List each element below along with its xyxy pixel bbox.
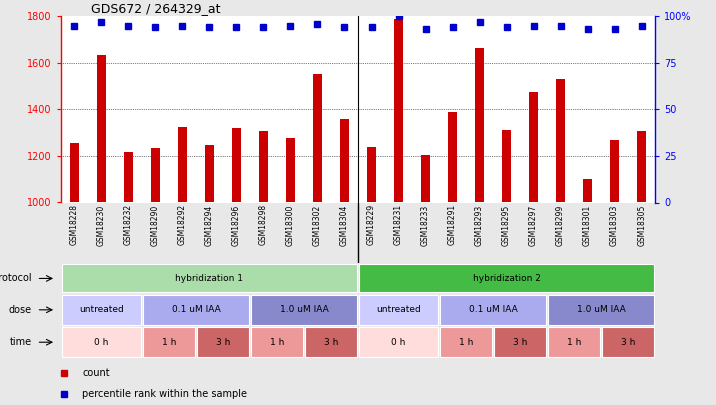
- Bar: [340, 119, 349, 202]
- Bar: [258, 132, 268, 202]
- Bar: [367, 147, 376, 202]
- Text: GSM18231: GSM18231: [394, 204, 403, 245]
- Bar: [556, 79, 566, 202]
- Text: hybridization 1: hybridization 1: [175, 274, 243, 283]
- Bar: [69, 143, 79, 202]
- Text: 1 h: 1 h: [567, 338, 581, 347]
- Bar: [394, 19, 403, 202]
- Text: hybridization 2: hybridization 2: [473, 274, 541, 283]
- Text: GSM18229: GSM18229: [367, 204, 376, 245]
- Text: 1.0 uM IAA: 1.0 uM IAA: [577, 305, 626, 314]
- Bar: [529, 92, 538, 202]
- Text: GSM18230: GSM18230: [97, 204, 106, 245]
- Text: time: time: [9, 337, 32, 347]
- Text: 0.1 uM IAA: 0.1 uM IAA: [172, 305, 221, 314]
- Text: GSM18296: GSM18296: [232, 204, 241, 245]
- Bar: [610, 140, 619, 202]
- Text: GSM18293: GSM18293: [475, 204, 484, 245]
- Bar: [142, 327, 195, 357]
- Text: GSM18291: GSM18291: [448, 204, 457, 245]
- Text: 3 h: 3 h: [621, 338, 635, 347]
- Text: 0 h: 0 h: [392, 338, 406, 347]
- Bar: [124, 152, 133, 202]
- Bar: [359, 264, 654, 292]
- Text: GSM18290: GSM18290: [151, 204, 160, 245]
- Text: GSM18295: GSM18295: [502, 204, 511, 245]
- Bar: [548, 295, 654, 325]
- Bar: [421, 155, 430, 202]
- Text: GSM18228: GSM18228: [70, 204, 79, 245]
- Bar: [637, 132, 647, 202]
- Text: GSM18294: GSM18294: [205, 204, 214, 245]
- Bar: [448, 112, 458, 202]
- Bar: [305, 327, 357, 357]
- Text: count: count: [82, 368, 110, 378]
- Bar: [286, 139, 295, 202]
- Text: GSM18233: GSM18233: [421, 204, 430, 245]
- Text: GSM18303: GSM18303: [610, 204, 619, 246]
- Bar: [475, 48, 484, 202]
- Text: 3 h: 3 h: [324, 338, 338, 347]
- Bar: [150, 148, 160, 202]
- Bar: [251, 327, 303, 357]
- Text: 0 h: 0 h: [95, 338, 109, 347]
- Text: untreated: untreated: [376, 305, 421, 314]
- Bar: [251, 295, 357, 325]
- Text: percentile rank within the sample: percentile rank within the sample: [82, 389, 247, 399]
- Text: GSM18302: GSM18302: [313, 204, 322, 245]
- Text: 0.1 uM IAA: 0.1 uM IAA: [469, 305, 518, 314]
- Bar: [197, 327, 249, 357]
- Text: 3 h: 3 h: [513, 338, 527, 347]
- Text: GSM18304: GSM18304: [340, 204, 349, 246]
- Text: untreated: untreated: [79, 305, 124, 314]
- Text: GSM18299: GSM18299: [556, 204, 565, 245]
- Text: GSM18297: GSM18297: [529, 204, 538, 245]
- Bar: [232, 128, 241, 202]
- Text: GSM18300: GSM18300: [286, 204, 295, 246]
- Bar: [583, 179, 592, 202]
- Bar: [359, 327, 438, 357]
- Bar: [440, 295, 546, 325]
- Bar: [62, 295, 141, 325]
- Bar: [440, 327, 493, 357]
- Text: GDS672 / 264329_at: GDS672 / 264329_at: [91, 2, 220, 15]
- Text: dose: dose: [9, 305, 32, 315]
- Bar: [359, 295, 438, 325]
- Text: GSM18301: GSM18301: [583, 204, 592, 245]
- Text: 3 h: 3 h: [216, 338, 230, 347]
- Bar: [62, 327, 141, 357]
- Bar: [97, 55, 106, 202]
- Text: GSM18232: GSM18232: [124, 204, 133, 245]
- Text: protocol: protocol: [0, 273, 32, 283]
- Text: GSM18305: GSM18305: [637, 204, 646, 246]
- Bar: [313, 75, 322, 202]
- Bar: [548, 327, 600, 357]
- Text: GSM18298: GSM18298: [259, 204, 268, 245]
- Text: 1 h: 1 h: [162, 338, 176, 347]
- Text: 1.0 uM IAA: 1.0 uM IAA: [280, 305, 329, 314]
- Bar: [142, 295, 249, 325]
- Text: 1 h: 1 h: [270, 338, 284, 347]
- Bar: [602, 327, 654, 357]
- Bar: [494, 327, 546, 357]
- Text: GSM18292: GSM18292: [178, 204, 187, 245]
- Bar: [205, 145, 214, 202]
- Bar: [178, 127, 187, 202]
- Text: 1 h: 1 h: [459, 338, 473, 347]
- Bar: [502, 130, 511, 202]
- Bar: [62, 264, 357, 292]
